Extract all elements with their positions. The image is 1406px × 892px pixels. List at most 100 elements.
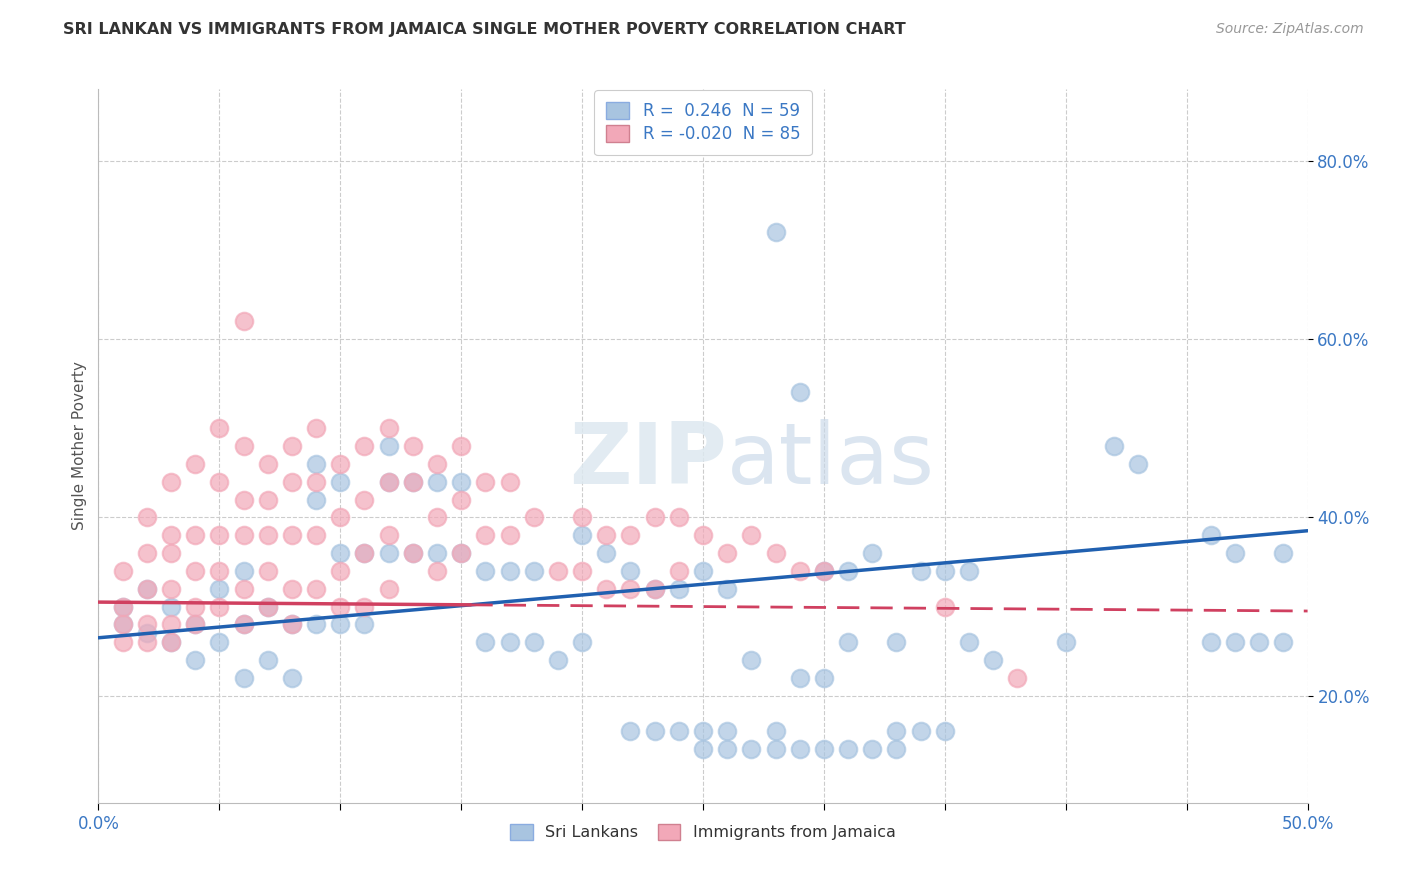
Point [256, 564, 278, 578]
Point [692, 724, 714, 739]
Point [256, 653, 278, 667]
Point [402, 546, 425, 560]
Point [232, 582, 254, 596]
Point [910, 564, 932, 578]
Point [1199, 528, 1222, 542]
Point [813, 742, 835, 756]
Point [426, 475, 449, 489]
Point [135, 546, 157, 560]
Point [329, 510, 352, 524]
Point [450, 546, 472, 560]
Y-axis label: Single Mother Poverty: Single Mother Poverty [72, 361, 87, 531]
Point [135, 510, 157, 524]
Point [208, 635, 231, 649]
Point [402, 475, 425, 489]
Point [789, 671, 811, 685]
Point [305, 457, 328, 471]
Point [402, 439, 425, 453]
Point [668, 582, 690, 596]
Point [111, 635, 134, 649]
Point [523, 635, 546, 649]
Point [765, 225, 787, 239]
Point [329, 475, 352, 489]
Point [716, 546, 738, 560]
Point [668, 724, 690, 739]
Point [474, 528, 496, 542]
Point [716, 582, 738, 596]
Point [619, 528, 641, 542]
Point [644, 724, 666, 739]
Point [208, 421, 231, 435]
Point [281, 617, 304, 632]
Point [523, 564, 546, 578]
Point [1199, 635, 1222, 649]
Point [353, 599, 375, 614]
Point [329, 457, 352, 471]
Point [208, 475, 231, 489]
Point [232, 671, 254, 685]
Point [426, 546, 449, 560]
Point [281, 671, 304, 685]
Point [256, 457, 278, 471]
Point [450, 439, 472, 453]
Point [160, 599, 183, 614]
Point [232, 617, 254, 632]
Point [305, 421, 328, 435]
Point [160, 635, 183, 649]
Point [402, 546, 425, 560]
Point [692, 742, 714, 756]
Point [184, 617, 207, 632]
Point [523, 510, 546, 524]
Point [111, 599, 134, 614]
Point [135, 582, 157, 596]
Point [957, 635, 980, 649]
Point [837, 635, 859, 649]
Point [281, 528, 304, 542]
Point [160, 546, 183, 560]
Point [1102, 439, 1125, 453]
Point [329, 599, 352, 614]
Point [256, 599, 278, 614]
Point [377, 546, 399, 560]
Point [1272, 546, 1295, 560]
Point [377, 528, 399, 542]
Point [474, 564, 496, 578]
Point [232, 439, 254, 453]
Point [1223, 635, 1246, 649]
Point [837, 742, 859, 756]
Point [668, 510, 690, 524]
Point [740, 742, 762, 756]
Point [934, 599, 956, 614]
Point [547, 653, 569, 667]
Point [353, 546, 375, 560]
Point [1272, 635, 1295, 649]
Point [232, 564, 254, 578]
Point [765, 724, 787, 739]
Legend: Sri Lankans, Immigrants from Jamaica: Sri Lankans, Immigrants from Jamaica [502, 816, 904, 848]
Point [160, 528, 183, 542]
Point [957, 564, 980, 578]
Point [426, 564, 449, 578]
Point [232, 314, 254, 328]
Point [305, 475, 328, 489]
Point [619, 582, 641, 596]
Point [135, 626, 157, 640]
Point [498, 528, 520, 542]
Point [837, 564, 859, 578]
Point [353, 492, 375, 507]
Text: ZIP: ZIP [569, 418, 727, 502]
Point [353, 546, 375, 560]
Point [329, 617, 352, 632]
Point [232, 492, 254, 507]
Point [281, 617, 304, 632]
Point [160, 617, 183, 632]
Point [111, 617, 134, 632]
Point [426, 457, 449, 471]
Point [426, 510, 449, 524]
Point [305, 492, 328, 507]
Point [692, 528, 714, 542]
Point [619, 724, 641, 739]
Point [232, 617, 254, 632]
Point [184, 528, 207, 542]
Point [934, 564, 956, 578]
